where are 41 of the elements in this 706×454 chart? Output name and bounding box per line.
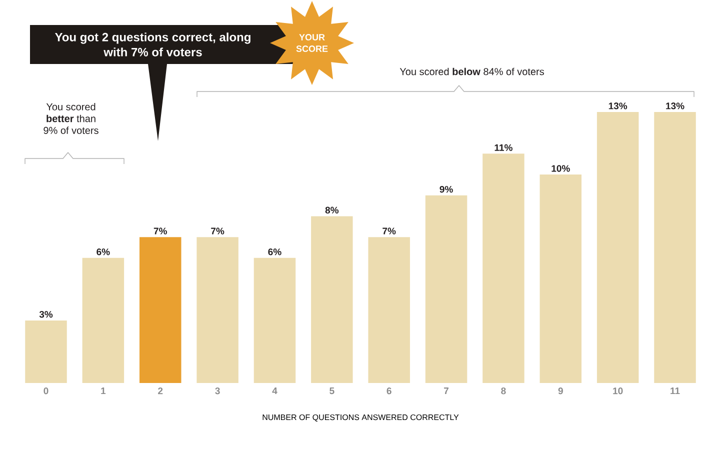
x-tick-label: 3 [215,388,220,394]
data-label: 10% [552,165,570,172]
bar [196,237,238,383]
bar [654,112,696,383]
data-label: 3% [39,311,53,318]
data-label: 7% [154,228,167,234]
x-tick-label: 0 [44,388,48,394]
bar [311,216,353,383]
text: You scored below 84% of voters [400,68,544,76]
text: You got 2 questions correct, along with 7% of voters [54,32,250,56]
data-label: 13% [666,102,684,110]
x-tick-label: 10 [613,388,623,394]
data-label: 8% [325,206,339,214]
data-label: 6% [268,248,282,256]
bar [482,154,524,383]
data-label: 7% [382,228,396,234]
x-tick-label: 2 [158,388,163,394]
bar [368,237,410,383]
annotation: You scored better than 9% of voters [44,103,98,134]
data-label: 7% [211,228,224,234]
data-label: 9% [440,186,453,193]
x-tick-label: 4 [272,388,278,394]
bar [596,112,639,383]
bar [82,258,124,383]
bar [540,174,582,383]
x-tick-label: 7 [444,388,448,394]
text: YOUR SCORE [296,34,328,52]
bar [25,320,67,383]
data-label: 13% [608,102,628,110]
data-label: 6% [96,248,110,256]
x-axis-title: NUMBER OF QUESTIONS ANSWERED CORRECTLY [262,414,459,422]
x-tick-label: 6 [386,388,392,394]
x-tick-label: 1 [101,388,106,394]
data-label: 11% [494,144,512,151]
x-tick-label: 9 [558,388,563,394]
bar [139,237,182,383]
x-tick-label: 5 [330,388,334,394]
x-tick-label: 11 [670,388,680,394]
x-tick-label: 8 [501,388,506,394]
bar [254,258,296,383]
bar [425,195,468,383]
